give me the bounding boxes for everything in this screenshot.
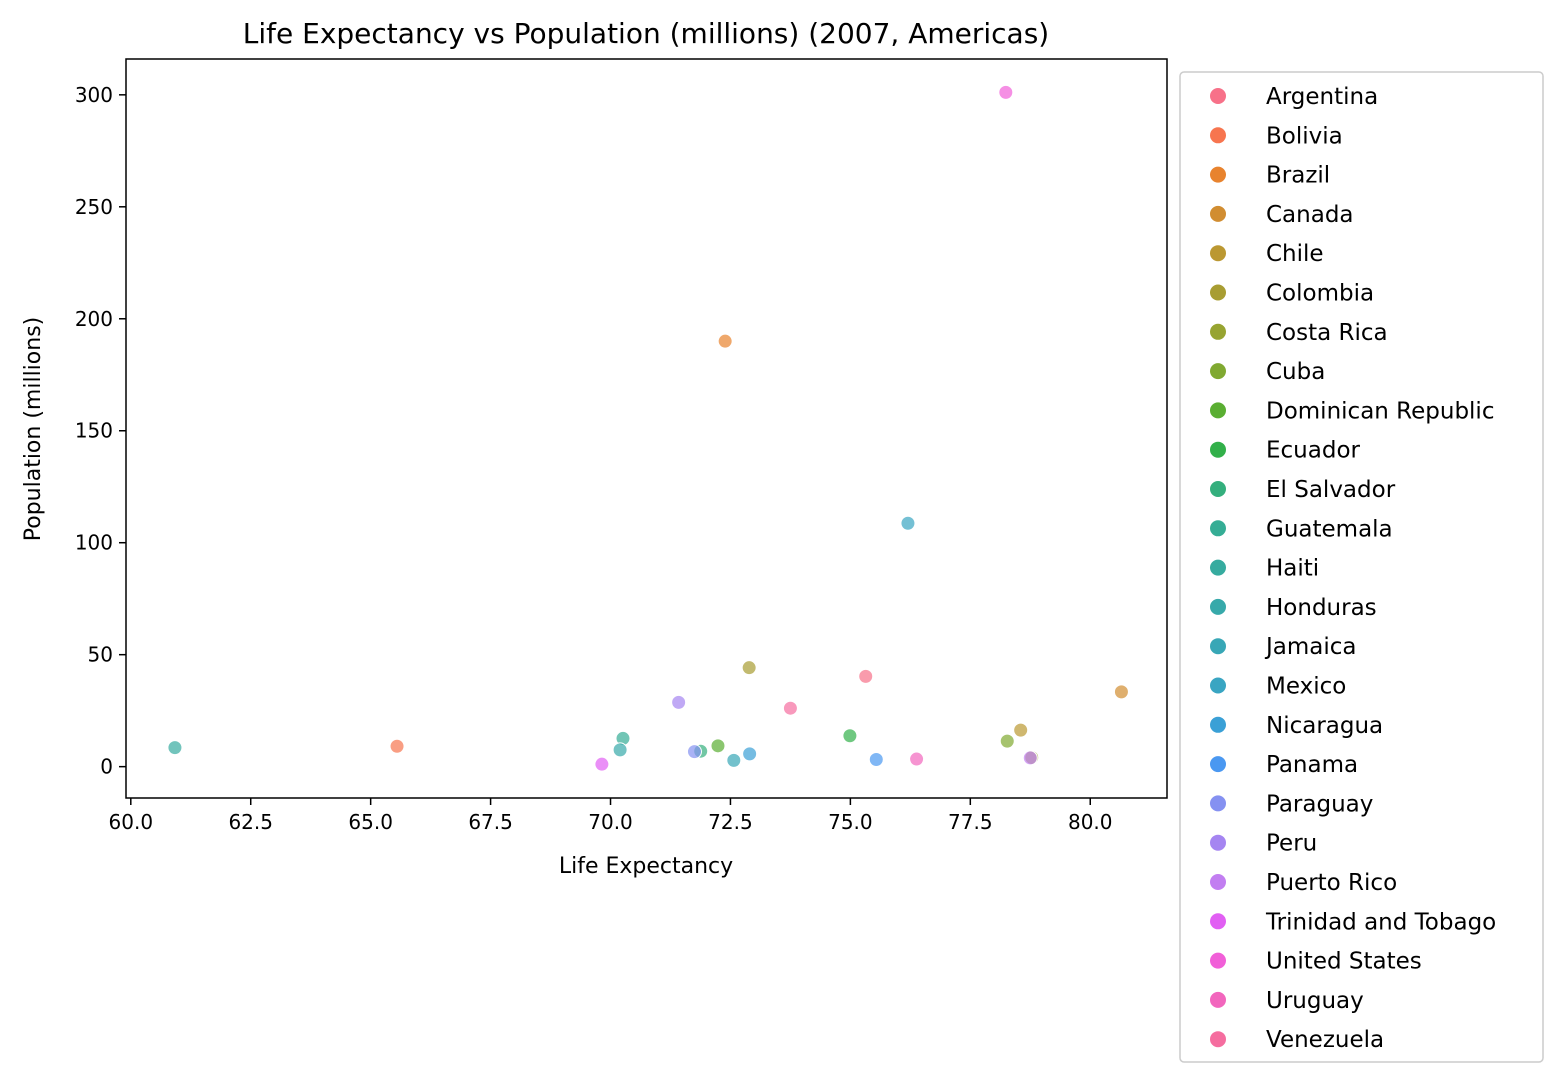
legend-label: Guatemala xyxy=(1266,516,1393,542)
legend-marker xyxy=(1210,991,1226,1008)
y-tick-label: 200 xyxy=(75,307,113,331)
data-point-bolivia xyxy=(389,738,405,754)
legend-label: Brazil xyxy=(1266,163,1330,189)
legend-label: Trinidad and Tobago xyxy=(1265,909,1496,935)
legend-label: United States xyxy=(1266,949,1422,975)
legend-marker xyxy=(1210,756,1226,773)
legend-marker xyxy=(1210,205,1226,222)
legend-label: Uruguay xyxy=(1266,988,1364,1014)
data-point-uruguay xyxy=(909,751,925,767)
legend-label: Peru xyxy=(1266,831,1317,857)
legend-marker xyxy=(1210,284,1226,301)
x-tick-label: 65.0 xyxy=(348,810,393,834)
legend-marker xyxy=(1210,127,1226,144)
legend-label: Argentina xyxy=(1266,84,1378,110)
data-point-nicaragua xyxy=(742,746,758,762)
legend-marker xyxy=(1210,402,1226,419)
legend-label: Honduras xyxy=(1266,595,1377,621)
legend-marker xyxy=(1210,166,1226,183)
legend-marker xyxy=(1210,834,1226,851)
legend-label: Paraguay xyxy=(1266,791,1373,817)
legend-label: Jamaica xyxy=(1264,634,1357,660)
legend-label: Nicaragua xyxy=(1266,713,1383,739)
data-point-haiti xyxy=(167,740,183,756)
legend-label: Colombia xyxy=(1266,281,1374,307)
y-tick-label: 0 xyxy=(100,755,113,779)
legend-label: Haiti xyxy=(1266,556,1319,582)
y-tick-label: 150 xyxy=(75,419,113,443)
x-tick-label: 80.0 xyxy=(1068,810,1113,834)
legend: Argentina Bolivia Brazil Canada Chile Colombi… xyxy=(1179,71,1544,1063)
data-point-colombia xyxy=(741,660,757,676)
legend-marker xyxy=(1210,441,1226,458)
y-tick-label: 250 xyxy=(75,195,113,219)
legend-items: Argentina Bolivia Brazil Canada Chile Colombi… xyxy=(1210,84,1496,1053)
data-point-cuba xyxy=(999,733,1015,749)
data-points xyxy=(167,84,1129,772)
data-point-jamaica xyxy=(726,752,742,768)
x-axis: 60.0 62.5 65.0 67.5 70.0 72.5 75.0 77.5 80.0 xyxy=(109,798,1113,834)
legend-label: Chile xyxy=(1266,241,1324,267)
x-tick-label: 77.5 xyxy=(948,810,993,834)
legend-frame xyxy=(1179,71,1544,1063)
data-point-argentina xyxy=(858,668,874,684)
legend-label: Ecuador xyxy=(1266,438,1361,464)
data-point-mexico xyxy=(900,515,916,531)
data-point-brazil xyxy=(717,333,733,349)
data-point-dominican-republic xyxy=(710,738,726,754)
legend-label: Venezuela xyxy=(1266,1027,1384,1053)
data-point-honduras xyxy=(612,742,628,758)
legend-marker xyxy=(1210,598,1226,615)
data-point-peru xyxy=(671,694,687,710)
legend-label: Mexico xyxy=(1266,674,1346,700)
legend-marker xyxy=(1210,363,1226,380)
x-tick-label: 67.5 xyxy=(468,810,513,834)
data-point-ecuador xyxy=(842,728,858,744)
legend-marker xyxy=(1210,323,1226,340)
y-axis-label: Population (millions) xyxy=(21,317,46,542)
x-axis-label: Life Expectancy xyxy=(559,854,733,879)
data-point-chile xyxy=(1013,722,1029,738)
legend-label: El Salvador xyxy=(1266,477,1396,503)
y-tick-label: 100 xyxy=(75,531,113,555)
legend-marker xyxy=(1210,874,1226,890)
data-point-canada xyxy=(1113,684,1129,700)
legend-label: Cuba xyxy=(1266,359,1325,385)
legend-marker xyxy=(1210,913,1226,930)
legend-marker xyxy=(1210,559,1226,576)
legend-marker xyxy=(1210,88,1226,104)
legend-marker xyxy=(1210,520,1226,537)
y-axis: 0 50 100 150 200 250 300 xyxy=(75,83,126,779)
legend-label: Puerto Rico xyxy=(1266,870,1397,896)
legend-marker xyxy=(1210,677,1226,694)
data-point-venezuela xyxy=(782,700,798,716)
x-tick-label: 62.5 xyxy=(228,810,273,834)
plot-area-frame xyxy=(125,58,1168,799)
data-point-paraguay xyxy=(686,744,702,760)
legend-label: Canada xyxy=(1266,202,1354,228)
x-tick-label: 75.0 xyxy=(828,810,873,834)
legend-label: Costa Rica xyxy=(1266,320,1388,346)
y-tick-label: 50 xyxy=(88,643,113,667)
legend-marker xyxy=(1210,481,1226,497)
x-tick-label: 60.0 xyxy=(109,810,154,834)
data-point-united-states xyxy=(998,84,1014,100)
x-tick-label: 72.5 xyxy=(708,810,753,834)
legend-label: Panama xyxy=(1266,752,1358,778)
legend-marker xyxy=(1210,245,1226,262)
data-point-puerto-rico xyxy=(1022,750,1038,766)
legend-marker xyxy=(1210,795,1226,812)
legend-label: Bolivia xyxy=(1266,123,1343,149)
legend-marker xyxy=(1210,716,1226,733)
legend-marker xyxy=(1210,952,1226,969)
x-tick-label: 70.0 xyxy=(588,810,633,834)
legend-marker xyxy=(1210,638,1226,655)
y-tick-label: 300 xyxy=(75,83,113,107)
data-point-trinidad-and-tobago xyxy=(594,756,610,772)
data-point-panama xyxy=(868,751,884,767)
chart-title: Life Expectancy vs Population (millions)… xyxy=(243,17,1049,50)
legend-marker xyxy=(1210,1031,1226,1048)
legend-label: Dominican Republic xyxy=(1266,398,1494,424)
